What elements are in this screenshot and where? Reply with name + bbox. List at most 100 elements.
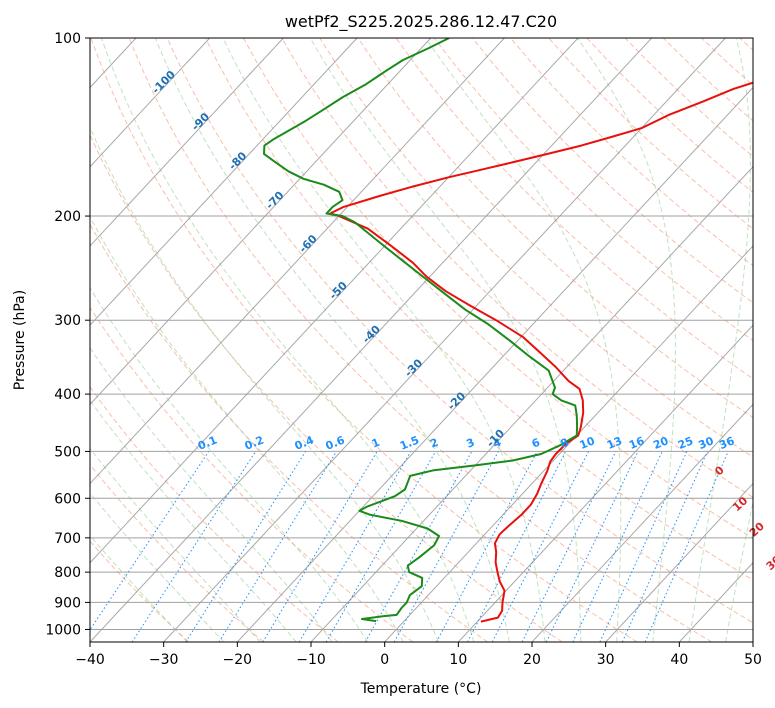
x-tick-label: −10: [296, 652, 326, 668]
mixing-ratio-line: [599, 451, 688, 642]
mixing-ratio-line: [393, 451, 499, 642]
mixing-ratio-line: [325, 451, 437, 642]
dry-adiabat: [433, 38, 753, 342]
moist-adiabat: [90, 447, 261, 642]
y-tick-label: 300: [54, 313, 81, 329]
mixing-ratio-line: [364, 451, 473, 642]
isotherm: [384, 245, 753, 642]
dry-adiabat: [319, 38, 753, 458]
isotherm: [605, 482, 753, 642]
mixing-ratio-label: 20: [651, 434, 670, 452]
y-tick-label: 800: [54, 565, 81, 581]
mixing-ratio-line: [218, 451, 337, 642]
mixing-ratio-label: 30: [697, 434, 716, 452]
mixing-ratio-label: 10: [578, 434, 597, 452]
dry-adiabat: [357, 38, 753, 419]
isotherm: [90, 38, 358, 326]
mixing-ratio-line: [644, 451, 729, 642]
moist-adiabat: [90, 215, 404, 642]
dry-adiabat: [90, 223, 488, 642]
x-tick-label: −30: [149, 652, 179, 668]
moist-adiabat: [725, 500, 753, 642]
mixing-ratio-label: 36: [717, 434, 736, 452]
y-axis-title: Pressure (hPa): [12, 290, 28, 390]
y-tick-label: 200: [54, 209, 81, 225]
isotherm: [310, 165, 753, 642]
mixing-ratio-line: [572, 451, 663, 642]
series-layer: [263, 38, 753, 623]
mixing-ratio-line: [521, 451, 617, 642]
y-tick-label: 400: [54, 387, 81, 403]
y-tick-label: 100: [54, 31, 81, 47]
dry-adiabat: [472, 38, 753, 304]
y-tick-label: 900: [54, 595, 81, 611]
isotherm: [90, 38, 579, 564]
isotherm: [531, 403, 753, 642]
x-tick-label: 10: [449, 652, 467, 668]
isotherm: [90, 38, 505, 485]
moist-adiabat: [425, 38, 622, 642]
x-tick-label: −20: [223, 652, 253, 668]
x-tick-label: 50: [744, 652, 762, 668]
background-lines: [90, 38, 753, 642]
moist-adiabat: [90, 286, 369, 642]
moist-adiabat: [688, 38, 751, 642]
x-tick-label: 20: [523, 652, 541, 668]
moist-adiabat: [576, 38, 676, 642]
dry-adiabat: [166, 38, 753, 624]
mixing-ratio-label: 3: [465, 436, 477, 451]
dry-adiabat-label: 40: [773, 582, 775, 602]
mixing-ratio-line: [621, 451, 708, 642]
y-tick-label: 500: [54, 444, 81, 460]
x-tick-label: 0: [380, 652, 389, 668]
y-tick-label: 1000: [45, 622, 81, 638]
x-tick-label: 30: [597, 652, 615, 668]
dry-adiabat: [90, 133, 563, 642]
y-tick-label: 600: [54, 491, 81, 507]
y-tick-label: 700: [54, 531, 81, 547]
mixing-ratio-label: 2: [428, 436, 440, 451]
isotherm: [90, 38, 211, 168]
x-axis: −40 −30 −20 −10 0 10 20 30 40 50: [75, 642, 762, 668]
moist-adiabat: [222, 38, 546, 642]
mixing-ratio-label: 8: [559, 436, 571, 451]
mixing-ratio-label: 16: [627, 434, 646, 452]
mixing-ratio-line: [131, 451, 257, 642]
mixing-ratio-line: [545, 451, 639, 642]
isotherm: [457, 324, 753, 642]
moist-adiabat: [101, 38, 475, 642]
chart-title: wetPf2_S225.2025.286.12.47.C20: [285, 12, 557, 32]
dry-adiabat: [90, 463, 264, 642]
mixing-ratio-line: [298, 451, 412, 642]
y-axis: 1000 900 800 700 600 500 400 300 200 100: [45, 31, 90, 638]
dry-adiabat: [90, 540, 190, 642]
isotherm: [90, 38, 284, 247]
isotherm: [163, 38, 726, 642]
mixing-ratio-line: [262, 451, 378, 642]
mixing-ratio-label: 13: [605, 434, 624, 452]
dewpoint-line: [263, 38, 579, 623]
moist-adiabat: [309, 38, 582, 642]
x-tick-label: 40: [670, 652, 688, 668]
isotherm: [236, 86, 753, 642]
dry-adiabat-label: 30: [764, 553, 775, 573]
dry-adiabat: [128, 38, 712, 642]
dry-adiabat: [90, 38, 638, 642]
mixing-ratio-label: 25: [676, 434, 695, 452]
moist-adiabat: [90, 346, 333, 642]
x-tick-label: −40: [75, 652, 105, 668]
moist-adiabat: [154, 38, 510, 642]
dry-adiabat: [281, 38, 753, 498]
plot-frame: [89, 37, 754, 643]
moist-adiabat: [90, 492, 225, 642]
mixing-ratio-line: [185, 451, 307, 642]
isotherm: [90, 38, 653, 642]
isotherm: [90, 38, 432, 406]
moist-adiabat: [90, 534, 188, 642]
x-axis-title: Temperature (°C): [360, 681, 482, 697]
mixing-ratio-label: 1: [370, 436, 382, 451]
dry-adiabat: [204, 38, 753, 581]
temperature-line: [329, 81, 753, 623]
